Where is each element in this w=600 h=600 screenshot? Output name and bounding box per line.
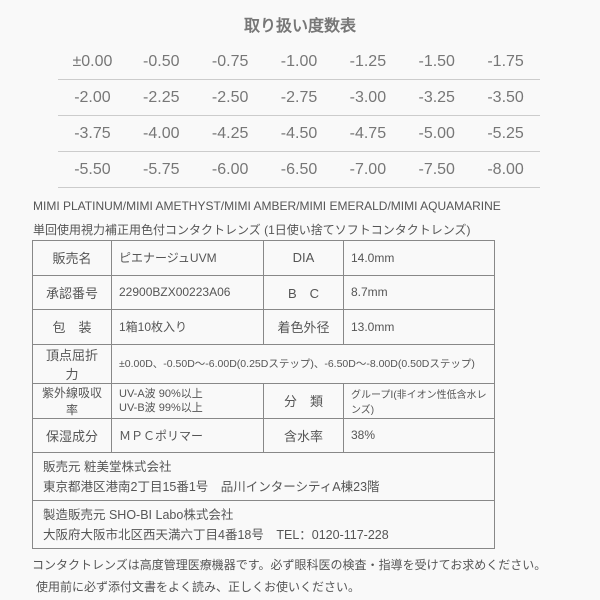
maker-info: 製造販売元 SHO-BI Labo株式会社大阪府大阪市北区西天満六丁目4番18号… bbox=[32, 500, 495, 549]
value-dia: 14.0mm bbox=[343, 240, 495, 276]
power-value: -2.25 bbox=[143, 88, 180, 106]
maker-name: 製造販売元 SHO-BI Labo株式会社 bbox=[43, 507, 234, 522]
maker-address: 大阪府大阪市北区西天満六丁目4番18号 TEL：0120-117-228 bbox=[43, 527, 389, 542]
label-power: 頂点屈折力 bbox=[32, 343, 112, 384]
power-value: -3.00 bbox=[349, 88, 387, 106]
power-value: -7.50 bbox=[418, 160, 455, 178]
label-class: 分 類 bbox=[263, 382, 344, 419]
table-row: 販売名 ピエナージュUVM DIA 14.0mm bbox=[32, 240, 495, 276]
table-row: 頂点屈折力 ±0.00D、-0.50D～-6.00D(0.25Dステップ)、-6.… bbox=[32, 343, 495, 384]
seller-info: 販売元 粧美堂株式会社東京都港区港南2丁目15番1号 品川インターシティA棟23… bbox=[32, 452, 495, 501]
power-value: -2.50 bbox=[211, 88, 249, 106]
power-value: -3.25 bbox=[418, 88, 455, 106]
value-water: 38% bbox=[343, 417, 495, 453]
label-water: 含水率 bbox=[263, 417, 344, 453]
product-names: MIMI PLATINUM/MIMI AMETHYST/MIMI AMBER/M… bbox=[33, 199, 501, 213]
table-row: 製造販売元 SHO-BI Labo株式会社大阪府大阪市北区西天満六丁目4番18号… bbox=[32, 500, 495, 549]
value-bc: 8.7mm bbox=[343, 274, 495, 310]
seller-address: 東京都港区港南2丁目15番1号 品川インターシティA棟23階 bbox=[43, 479, 380, 494]
label-uv: 紫外線吸収率 bbox=[32, 382, 112, 419]
value-moisture: ＭＰＣポリマー bbox=[111, 417, 264, 453]
table-row: 承認番号 22900BZX00223A06 B C 8.7mm bbox=[32, 274, 495, 310]
power-value: ±0.00 bbox=[72, 52, 113, 70]
power-row: -3.75 -4.00 -4.25 -4.50 -4.75 -5.00 -5.25 bbox=[58, 116, 540, 152]
table-row: 販売元 粧美堂株式会社東京都港区港南2丁目15番1号 品川インターシティA棟23… bbox=[32, 452, 495, 501]
footer-note-2: 使用前に必ず添付文書をよく読み、正しくお使いください。 bbox=[36, 580, 361, 594]
label-color-diameter: 着色外径 bbox=[263, 309, 344, 345]
table-row: 包 装 1箱10枚入り 着色外径 13.0mm bbox=[32, 309, 495, 345]
power-value: -5.25 bbox=[487, 124, 524, 142]
value-power: ±0.00D、-0.50D～-6.00D(0.25Dステップ)、-6.50D～-… bbox=[111, 343, 495, 384]
table-row: 保湿成分 ＭＰＣポリマー 含水率 38% bbox=[32, 417, 495, 453]
power-value: -6.50 bbox=[280, 160, 318, 178]
power-value: -1.50 bbox=[418, 52, 455, 70]
uv-b: UV-B波 99%以上 bbox=[119, 401, 203, 414]
power-value: -7.00 bbox=[349, 160, 387, 178]
value-sales-name: ピエナージュUVM bbox=[111, 240, 264, 276]
power-value: -2.00 bbox=[74, 88, 111, 106]
power-value: -0.75 bbox=[211, 52, 249, 70]
value-class: グループⅠ(非イオン性低含水レンズ) bbox=[343, 382, 495, 419]
power-row: -5.50 -5.75 -6.00 -6.50 -7.00 -7.50 -8.00 bbox=[58, 152, 540, 188]
value-approval: 22900BZX00223A06 bbox=[111, 274, 264, 310]
spec-table: 販売名 ピエナージュUVM DIA 14.0mm 承認番号 22900BZX00223A… bbox=[32, 240, 495, 549]
label-moisture: 保湿成分 bbox=[32, 417, 112, 453]
uv-a: UV-A波 90%以上 bbox=[119, 387, 203, 400]
power-value: -4.75 bbox=[349, 124, 387, 142]
power-value: -4.50 bbox=[280, 124, 318, 142]
label-package: 包 装 bbox=[32, 309, 112, 345]
power-value: -3.50 bbox=[487, 88, 524, 106]
power-grid: ±0.00 -0.50 -0.75 -1.00 -1.25 -1.50 -1.75 -2.00… bbox=[58, 44, 540, 188]
footer-note-1: コンタクトレンズは高度管理医療機器です。必ず眼科医の検査・指導を受けてお求めくだ… bbox=[32, 558, 547, 572]
table-row: 紫外線吸収率 UV-A波 90%以上 UV-B波 99%以上分 類グループⅠ(非イオ… bbox=[32, 382, 495, 419]
power-value: -5.50 bbox=[74, 160, 111, 178]
label-bc: B C bbox=[263, 274, 344, 310]
product-type: 単回使用視力補正用色付コンタクトレンズ (1日使い捨てソフトコンタクトレンズ) bbox=[33, 223, 471, 237]
power-value: -1.75 bbox=[487, 52, 524, 70]
power-value: -2.75 bbox=[280, 88, 318, 106]
power-value: -1.00 bbox=[280, 52, 318, 70]
power-value: -4.25 bbox=[211, 124, 249, 142]
power-value: -1.25 bbox=[349, 52, 387, 70]
power-row: ±0.00 -0.50 -0.75 -1.00 -1.25 -1.50 -1.75 bbox=[58, 44, 540, 80]
power-value: -5.75 bbox=[143, 160, 180, 178]
power-value: -0.50 bbox=[143, 52, 180, 70]
value-color-diameter: 13.0mm bbox=[343, 309, 495, 345]
label-sales-name: 販売名 bbox=[32, 240, 112, 276]
value-uv: UV-A波 90%以上 UV-B波 99%以上 bbox=[111, 382, 264, 419]
label-approval: 承認番号 bbox=[32, 274, 112, 310]
label-dia: DIA bbox=[263, 240, 344, 276]
power-value: -5.00 bbox=[418, 124, 455, 142]
power-row: -2.00 -2.25 -2.50 -2.75 -3.00 -3.25 -3.50 bbox=[58, 80, 540, 116]
power-value: -3.75 bbox=[74, 124, 111, 142]
value-package: 1箱10枚入り bbox=[111, 309, 264, 345]
power-value: -8.00 bbox=[487, 160, 524, 178]
seller-name: 販売元 粧美堂株式会社 bbox=[43, 459, 172, 474]
power-value: -4.00 bbox=[143, 124, 180, 142]
power-table-title: 取り扱い度数表 bbox=[243, 16, 356, 35]
power-value: -6.00 bbox=[211, 160, 249, 178]
